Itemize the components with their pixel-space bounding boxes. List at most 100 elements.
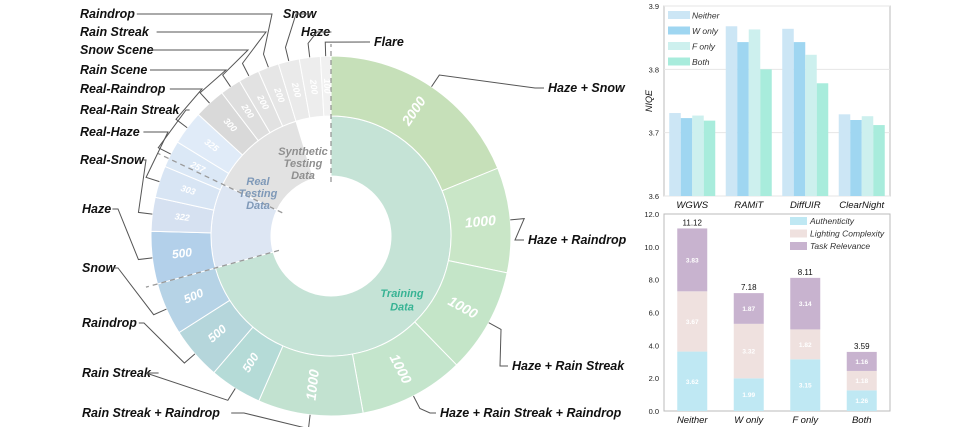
callout-leader-line — [488, 322, 508, 367]
niqe-legend-label-both: Both — [692, 57, 710, 67]
stack-ytick-label: 8.0 — [649, 276, 659, 285]
niqe-bar-both-wgws — [703, 120, 716, 196]
niqe-legend-label-neither: Neither — [692, 11, 721, 21]
stack-ytick-label: 6.0 — [649, 309, 659, 318]
stack-ytick-label: 2.0 — [649, 374, 659, 383]
stack-bar-task-relevance-w-only — [733, 293, 764, 324]
stack-legend-swatch — [790, 242, 807, 250]
callout-label-haze-raindrop-1: Haze + Raindrop — [528, 233, 627, 247]
inner-label-synthetic-testing-data: Synthetic Testing Data — [278, 146, 328, 182]
niqe-legend-swatch — [668, 26, 690, 35]
stack-bar-lighting-complexity-w-only — [733, 323, 764, 379]
niqe-bar-f-only-wgws — [692, 115, 704, 196]
callout-leader-line — [136, 13, 273, 68]
callout-leader-line — [413, 395, 436, 414]
stack-xtick-label: W only — [734, 415, 764, 426]
outer-value-label: 100 — [322, 78, 332, 93]
niqe-bar-neither-ramit — [725, 26, 738, 197]
niqe-legend-swatch — [668, 11, 690, 19]
callout-label-snow-scene-14: Snow Scene — [80, 43, 154, 57]
stack-bar-authenticity-f-only — [790, 359, 821, 411]
stack-total-label: 8.11 — [798, 268, 814, 277]
callout-leader-line — [307, 31, 332, 58]
callout-leader-line — [231, 412, 311, 427]
niqe-bar-both-clearnight — [873, 125, 885, 196]
niqe-xtick-label: WGWS — [676, 200, 708, 211]
group-separator — [157, 152, 283, 214]
stack-segment-label: 1.87 — [742, 306, 755, 313]
callout-label-haze-rain-streak-raindrop-3: Haze + Rain Streak + Raindrop — [440, 406, 622, 420]
stack-bar-lighting-complexity-neither — [677, 291, 708, 352]
niqe-xtick-label: RAMiT — [734, 200, 764, 211]
outer-value-label: 500 — [171, 245, 193, 261]
niqe-bar-w-only-clearnight — [850, 120, 862, 196]
stack-bar-authenticity-w-only — [733, 378, 764, 411]
inner-label-training-data: Training Data — [380, 288, 423, 314]
callout-label-real-haze-10: Real-Haze — [80, 125, 140, 139]
callout-label-rain-streak-15: Rain Streak — [80, 25, 150, 39]
niqe-bar-f-only-clearnight — [861, 116, 874, 196]
niqe-legend-swatch — [668, 57, 690, 66]
stack-legend-label-lighting-complexity: Lighting Complexity — [810, 229, 885, 239]
callout-label-rain-streak-raindrop-4: Rain Streak + Raindrop — [82, 406, 220, 420]
niqe-legend-label-w-only: W only — [692, 26, 719, 36]
callout-leader-line — [143, 131, 169, 183]
niqe-bar-both-diffuir — [816, 83, 829, 196]
callout-leader-line — [324, 41, 371, 57]
stack-xtick-label: Both — [852, 415, 872, 426]
callout-label-real-raindrop-12: Real-Raindrop — [80, 82, 166, 96]
stack-segment-label: 3.62 — [686, 379, 699, 386]
niqe-ytick-label: 3.7 — [649, 129, 659, 138]
stack-segment-label: 3.32 — [742, 349, 755, 356]
niqe-bar-w-only-diffuir — [793, 42, 806, 196]
stack-segment-label: 1.16 — [855, 359, 868, 366]
niqe-legend-label-f-only: F only — [692, 42, 716, 52]
stack-bar-task-relevance-f-only — [790, 277, 821, 330]
callout-label-haze-snow-0: Haze + Snow — [548, 81, 626, 95]
stack-total-label: 7.18 — [741, 283, 757, 292]
stack-total-label: 11.12 — [683, 218, 703, 227]
stack-segment-label: 3.15 — [799, 383, 812, 390]
stack-ytick-label: 10.0 — [644, 243, 659, 252]
stack-segment-label: 3.67 — [686, 319, 699, 326]
callout-label-haze-18: Haze — [301, 25, 330, 39]
stack-ytick-label: 4.0 — [649, 341, 659, 350]
callout-leader-line — [138, 322, 196, 364]
callout-leader-line — [150, 49, 250, 87]
callout-label-real-rain-streak-11: Real-Rain Streak — [80, 103, 180, 117]
stack-segment-label: 1.99 — [742, 392, 755, 399]
stack-plot-frame — [663, 213, 891, 412]
callout-leader-line — [112, 267, 167, 316]
outer-value-label: 200 — [308, 78, 320, 95]
callout-label-rain-scene-13: Rain Scene — [80, 63, 147, 77]
callout-label-flare-19: Flare — [374, 35, 404, 49]
callout-label-haze-8: Haze — [82, 202, 111, 216]
niqe-y-axis-label: NIQE — [644, 89, 654, 112]
niqe-bar-neither-clearnight — [838, 114, 851, 196]
outer-value-label: 303 — [180, 183, 197, 197]
stack-bar-task-relevance-neither — [677, 228, 708, 292]
stack-bar-lighting-complexity-both — [846, 370, 877, 391]
callout-label-raindrop-6: Raindrop — [82, 316, 137, 330]
niqe-bar-chart: 3.6 3.7 3.8 3.9 WGWS RAMiT DiffUIR ClearNight NI… — [644, 2, 891, 211]
callout-leader-line — [510, 218, 526, 241]
stack-segment-label: 3.14 — [799, 301, 812, 308]
stack-xtick-label: F only — [792, 415, 819, 426]
niqe-bar-f-only-ramit — [748, 29, 761, 196]
outer-value-label: 1000 — [303, 368, 323, 401]
stack-legend-label-authenticity: Authenticity — [809, 216, 855, 226]
stack-segment-label: 1.18 — [855, 378, 868, 385]
stack-segment-label: 1.26 — [855, 398, 868, 405]
callout-leader-line — [284, 13, 314, 62]
niqe-bar-f-only-diffuir — [805, 54, 817, 197]
stack-segment-label: 1.82 — [799, 342, 812, 349]
stack-bar-authenticity-both — [846, 390, 877, 411]
stack-legend-label-task-relevance: Task Relevance — [810, 241, 870, 251]
outer-value-label: 1000 — [464, 212, 497, 231]
niqe-xtick-label: ClearNight — [839, 200, 884, 211]
stack-legend-swatch — [790, 229, 807, 238]
stacked-score-chart: 0.0 2.0 4.0 6.0 8.0 10.0 12.0 3.62 3.67 3.83 11.12… — [644, 210, 891, 426]
callout-leader-line — [169, 88, 204, 129]
outer-value-label: 200 — [290, 81, 303, 99]
